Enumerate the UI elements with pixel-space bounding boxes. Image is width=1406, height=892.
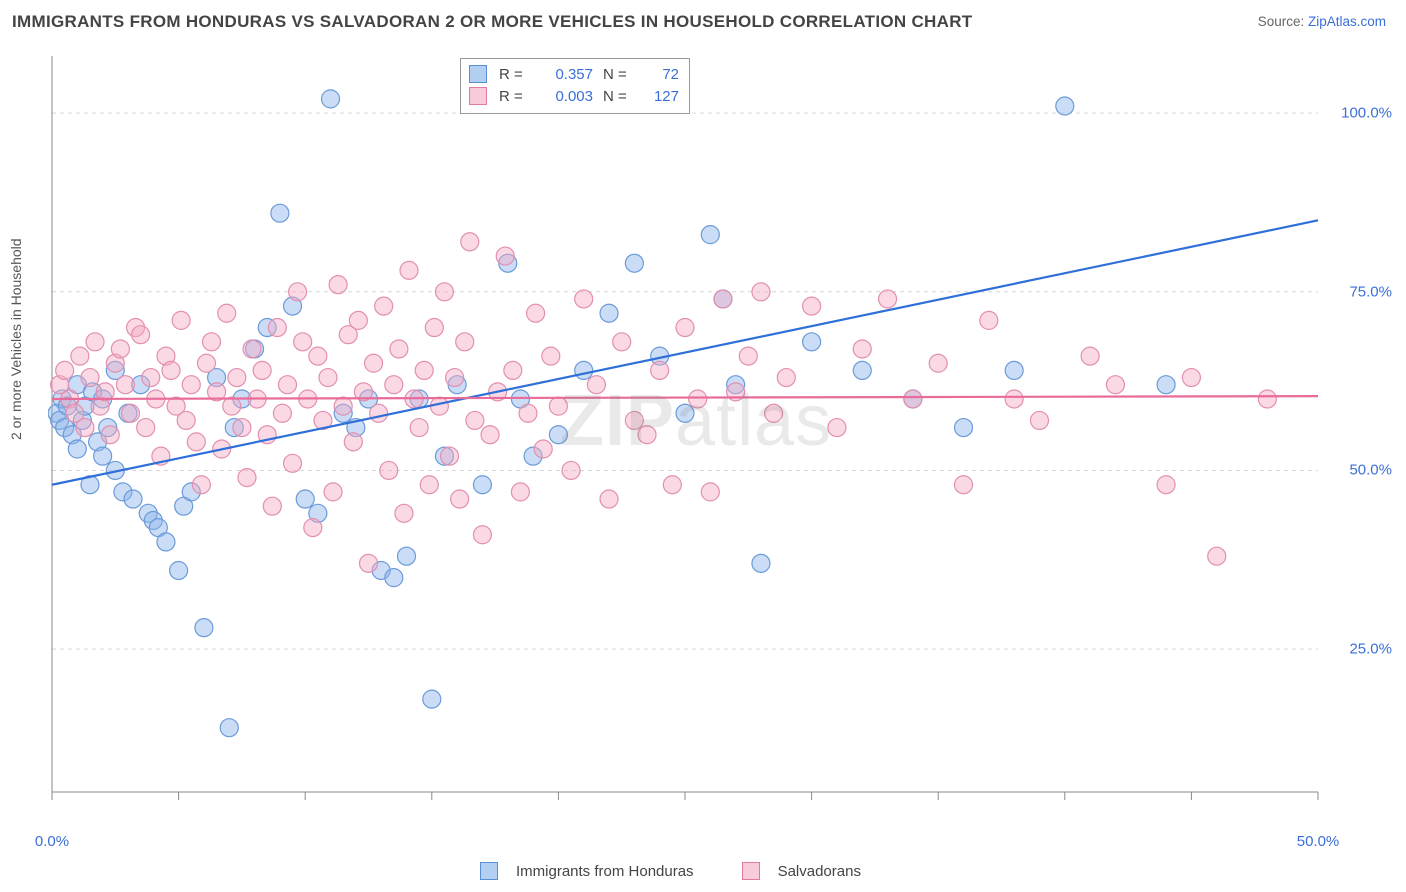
legend-item-honduras: Immigrants from Honduras bbox=[480, 862, 694, 880]
swatch-blue bbox=[480, 862, 498, 880]
r-value-salvadoran: 0.003 bbox=[535, 88, 593, 105]
swatch-pink bbox=[742, 862, 760, 880]
legend-row-honduras: R = 0.357 N = 72 bbox=[469, 63, 679, 85]
r-label: R = bbox=[499, 66, 531, 83]
legend-label: Salvadorans bbox=[778, 863, 861, 880]
swatch-pink bbox=[469, 87, 487, 105]
y-tick-label: 100.0% bbox=[1341, 105, 1392, 122]
n-label: N = bbox=[603, 88, 635, 105]
legend-series: Immigrants from Honduras Salvadorans bbox=[480, 862, 861, 880]
swatch-blue bbox=[469, 65, 487, 83]
watermark: ZIPatlas bbox=[560, 380, 832, 462]
r-value-honduras: 0.357 bbox=[535, 66, 593, 83]
y-tick-label: 75.0% bbox=[1349, 283, 1392, 300]
legend-correlation: R = 0.357 N = 72 R = 0.003 N = 127 bbox=[460, 58, 690, 114]
x-tick-label: 50.0% bbox=[1297, 833, 1340, 850]
y-axis-label: 2 or more Vehicles in Household bbox=[8, 238, 24, 440]
x-tick-label: 0.0% bbox=[35, 833, 69, 850]
source-link[interactable]: ZipAtlas.com bbox=[1308, 14, 1386, 29]
legend-row-salvadoran: R = 0.003 N = 127 bbox=[469, 85, 679, 107]
legend-label: Immigrants from Honduras bbox=[516, 863, 694, 880]
n-value-honduras: 72 bbox=[639, 66, 679, 83]
y-tick-label: 25.0% bbox=[1349, 641, 1392, 658]
legend-item-salvadoran: Salvadorans bbox=[742, 862, 861, 880]
y-tick-label: 50.0% bbox=[1349, 462, 1392, 479]
chart-title: IMMIGRANTS FROM HONDURAS VS SALVADORAN 2… bbox=[12, 12, 972, 32]
r-label: R = bbox=[499, 88, 531, 105]
source-label: Source: bbox=[1258, 14, 1308, 29]
n-label: N = bbox=[603, 66, 635, 83]
n-value-salvadoran: 127 bbox=[639, 88, 679, 105]
source-attribution: Source: ZipAtlas.com bbox=[1258, 14, 1386, 29]
